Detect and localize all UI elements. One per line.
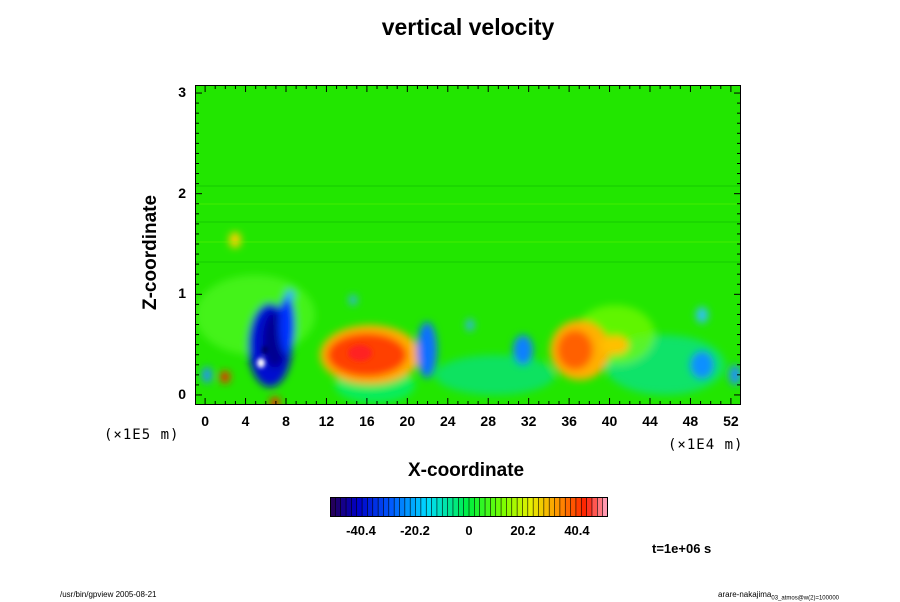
y-scale-label: (×1E5 m) xyxy=(104,427,180,443)
colorbar-cell xyxy=(458,497,464,517)
colorbar-cell xyxy=(388,497,395,517)
colorbar-cell xyxy=(410,497,416,517)
x-tick-label: 4 xyxy=(241,413,250,429)
chart-title: vertical velocity xyxy=(381,14,555,40)
x-axis-label: X-coordinate xyxy=(408,460,525,481)
colorbar-cell xyxy=(527,497,534,517)
colorbar-tick-label: 20.2 xyxy=(510,523,536,538)
colorbar-cell xyxy=(543,497,550,517)
colorbar-cell xyxy=(469,497,475,517)
y-axis-label: Z-coordinate xyxy=(140,194,161,310)
field-peaks xyxy=(257,345,372,368)
x-tick-label: 0 xyxy=(201,413,209,429)
colorbar-cell xyxy=(436,497,443,517)
colorbar-tick-label: 0 xyxy=(465,523,473,538)
y-tick-label: 3 xyxy=(178,84,186,101)
x-tick-label: 40 xyxy=(601,413,618,429)
colorbar-tick-label: 40.4 xyxy=(564,523,590,538)
colorbar-cell xyxy=(559,497,566,517)
colorbar-cell xyxy=(506,497,513,517)
colorbar-cell xyxy=(426,497,432,517)
colorbar-cell xyxy=(452,497,459,517)
colorbar-cell xyxy=(420,497,427,517)
colorbar-cell xyxy=(511,497,518,517)
x-tick-label: 16 xyxy=(359,413,375,429)
footer-right: arare-nakajima03_atmos@w(2)=100000 xyxy=(718,590,839,602)
x-tick-label: 48 xyxy=(682,413,699,429)
colorbar-cell xyxy=(517,497,523,517)
y-tick-label: 1 xyxy=(178,285,186,302)
colorbar xyxy=(330,497,608,517)
y-tick-label: 2 xyxy=(178,184,186,201)
colorbar-cell xyxy=(404,497,411,517)
colorbar-cell xyxy=(533,497,539,517)
colorbar-cell xyxy=(591,497,598,517)
colorbar-cell xyxy=(586,497,593,517)
colorbar-cell xyxy=(501,497,507,517)
colorbar-cell xyxy=(356,497,363,517)
colorbar-cell xyxy=(474,497,480,517)
footer-right-sub: 03_atmos@w(2)=100000 xyxy=(771,595,839,602)
colorbar-cell xyxy=(602,497,608,517)
colorbar-tick-label: -40.4 xyxy=(346,523,376,538)
colorbar-cell xyxy=(415,497,422,517)
colorbar-cell xyxy=(549,497,555,517)
x-tick-label: 44 xyxy=(642,413,658,429)
footer-left: /usr/bin/gpview 2005-08-21 xyxy=(60,590,157,599)
colorbar-cell xyxy=(372,497,379,517)
colorbar-cell xyxy=(442,497,448,517)
colorbar-cell xyxy=(351,497,358,517)
colorbar-tick-label: -20.2 xyxy=(400,523,430,538)
x-tick-label: 36 xyxy=(561,413,577,429)
x-tick-label: 20 xyxy=(399,413,416,429)
colorbar-cell xyxy=(565,497,571,517)
colorbar-cell xyxy=(378,497,384,517)
x-tick-label: 8 xyxy=(282,413,290,429)
colorbar-cell xyxy=(570,497,577,517)
x-tick-label: 28 xyxy=(480,413,496,429)
time-label: t=1e+06 s xyxy=(652,541,712,556)
x-tick-label: 52 xyxy=(723,413,739,429)
colorbar-cell xyxy=(554,497,561,517)
x-tick-label: 12 xyxy=(318,413,335,429)
colorbar-cell xyxy=(463,497,470,517)
colorbar-cell xyxy=(581,497,587,517)
colorbar-cell xyxy=(447,497,454,517)
x-tick-label: 32 xyxy=(520,413,537,429)
colorbar-cell xyxy=(479,497,486,517)
colorbar-cell xyxy=(330,497,336,517)
colorbar-cell xyxy=(490,497,497,517)
colorbar-cell xyxy=(362,497,368,517)
colorbar-cell xyxy=(335,497,341,517)
colorbar-cell xyxy=(399,497,406,517)
colorbar-cell xyxy=(597,497,603,517)
wave-layers xyxy=(195,185,741,263)
colorbar-cell xyxy=(485,497,491,517)
colorbar-cell xyxy=(346,497,352,517)
colorbar-cell xyxy=(367,497,374,517)
colorbar-cell xyxy=(522,497,529,517)
heatmap-plot-area xyxy=(195,85,741,405)
velocity-field xyxy=(195,85,741,405)
x-scale-label: (×1E4 m) xyxy=(668,437,744,453)
footer-right-main: arare-nakajima xyxy=(718,590,772,599)
colorbar-cell xyxy=(340,497,347,517)
colorbar-cell xyxy=(538,497,545,517)
x-tick-label: 24 xyxy=(439,413,456,429)
minor-ticks xyxy=(195,85,741,405)
colorbar-cell xyxy=(431,497,438,517)
colorbar-frame xyxy=(330,497,608,517)
colorbar-cell xyxy=(383,497,390,517)
colorbar-cell xyxy=(394,497,400,517)
colorbar-cell xyxy=(495,497,502,517)
colorbar-cell xyxy=(575,497,582,517)
y-tick-label: 0 xyxy=(178,385,186,402)
